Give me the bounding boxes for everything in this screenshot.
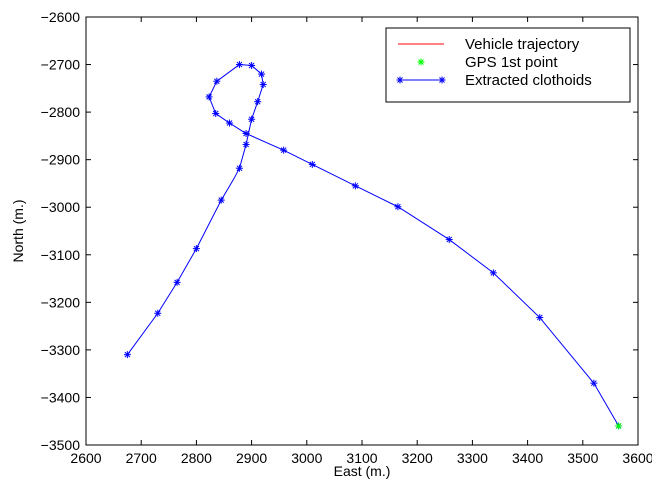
legend-box: [385, 27, 631, 103]
x-tick-label: 2600: [70, 450, 101, 466]
y-tick-label: −2900: [41, 152, 81, 168]
legend-label-clothoids: Extracted clothoids: [465, 72, 592, 89]
clothoid-point: [242, 140, 250, 148]
x-tick-label: 2900: [236, 450, 267, 466]
y-tick-label: −3400: [41, 389, 81, 405]
clothoid-point: [248, 115, 256, 123]
clothoid-point: [394, 203, 402, 211]
x-tick-label: 2700: [126, 450, 157, 466]
clothoid-point: [445, 236, 453, 244]
clothoid-point: [235, 61, 243, 69]
clothoid-point: [489, 269, 497, 277]
y-axis-title: North (m.): [10, 200, 26, 263]
clothoid-point: [154, 309, 162, 317]
clothoid-point: [259, 81, 267, 89]
clothoid-point: [308, 160, 316, 168]
y-tick-label: −3000: [41, 199, 81, 215]
clothoid-point: [280, 146, 288, 154]
clothoid-point: [217, 196, 225, 204]
x-tick-label: 3400: [512, 450, 543, 466]
clothoid-point: [258, 70, 266, 78]
clothoid-point: [536, 314, 544, 322]
y-tick-label: −3200: [41, 294, 81, 310]
x-tick-label: 2800: [181, 450, 212, 466]
x-tick-label: 3100: [346, 450, 377, 466]
y-tick-label: −3300: [41, 342, 81, 358]
clothoid-point: [254, 98, 262, 106]
x-tick-label: 3600: [622, 450, 652, 466]
ticks: 2600 2700 2800 2900 3000 3100 3200 3300 3400 3500…: [41, 9, 652, 466]
clothoid-point: [212, 110, 220, 118]
y-tick-label: −3500: [41, 437, 81, 453]
y-tick-label: −3100: [41, 247, 81, 263]
series-line-2: [126, 64, 620, 427]
clothoid-point: [173, 278, 181, 286]
legend-clothoid-star: [396, 76, 404, 84]
plot-content: [123, 61, 623, 430]
clothoid-point: [351, 182, 359, 190]
clothoid-point: [213, 77, 221, 85]
x-tick-label: 3000: [291, 450, 322, 466]
x-tick-label: 3300: [457, 450, 488, 466]
clothoid-point: [242, 130, 250, 138]
x-axis-title: East (m.): [334, 463, 391, 479]
clothoid-point: [590, 379, 598, 387]
legend-gps-star: [417, 58, 425, 66]
legend-label-vehicle-trajectory: Vehicle trajectory: [465, 36, 580, 53]
clothoid-point: [205, 93, 213, 101]
gps-point: [615, 422, 623, 430]
y-tick-label: −2600: [41, 9, 81, 25]
clothoid-point: [248, 62, 256, 70]
legend-marker-clothoids: [396, 76, 446, 84]
legend: Vehicle trajectory GPS 1st point Extract…: [385, 27, 631, 103]
y-tick-label: −2800: [41, 104, 81, 120]
x-tick-label: 3500: [567, 450, 598, 466]
legend-label-gps: GPS 1st point: [465, 54, 558, 71]
legend-clothoid-star: [438, 76, 446, 84]
legend-marker-gps: [417, 58, 425, 66]
x-tick-label: 3200: [402, 450, 433, 466]
clothoid-point: [235, 164, 243, 172]
clothoid-point: [226, 119, 234, 127]
clothoid-point: [123, 351, 131, 359]
clothoid-point: [192, 245, 200, 253]
y-tick-label: −2700: [41, 57, 81, 73]
